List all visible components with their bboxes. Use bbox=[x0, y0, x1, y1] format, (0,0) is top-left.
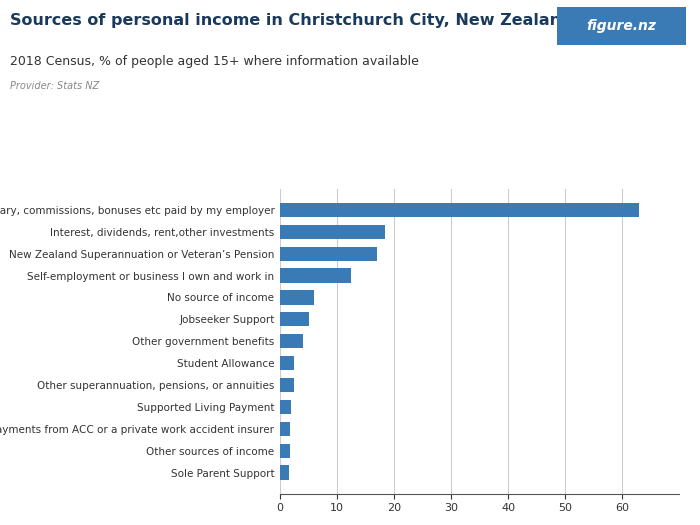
Bar bbox=[280, 203, 639, 217]
Bar bbox=[280, 466, 288, 480]
Bar bbox=[280, 290, 314, 304]
Bar bbox=[280, 312, 309, 327]
Text: figure.nz: figure.nz bbox=[587, 19, 657, 33]
Text: Sources of personal income in Christchurch City, New Zealand: Sources of personal income in Christchur… bbox=[10, 13, 573, 28]
Bar bbox=[280, 247, 377, 261]
Bar bbox=[280, 378, 294, 392]
Bar bbox=[280, 268, 351, 283]
Bar bbox=[280, 225, 386, 239]
Bar bbox=[280, 444, 290, 458]
Bar bbox=[280, 400, 291, 414]
Text: 2018 Census, % of people aged 15+ where information available: 2018 Census, % of people aged 15+ where … bbox=[10, 55, 419, 68]
Bar bbox=[280, 422, 290, 436]
Bar bbox=[280, 356, 294, 370]
Text: Provider: Stats NZ: Provider: Stats NZ bbox=[10, 81, 99, 91]
Bar bbox=[280, 334, 303, 349]
